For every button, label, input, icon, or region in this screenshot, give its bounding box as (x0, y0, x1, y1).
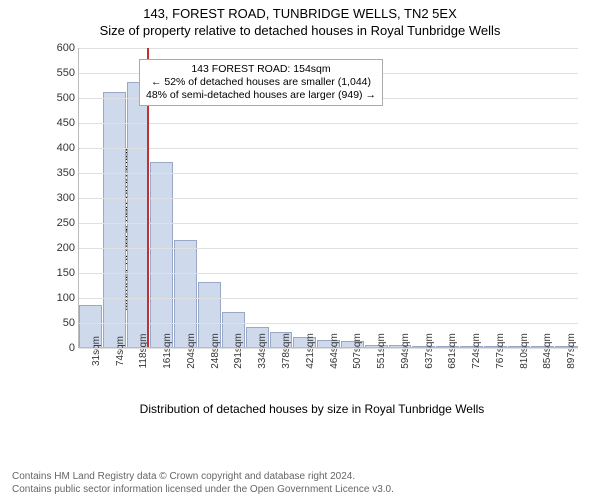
x-tick-label: 854sqm (542, 333, 553, 369)
x-tick-label: 334sqm (257, 333, 268, 369)
annotation-line: 48% of semi-detached houses are larger (… (146, 89, 376, 102)
y-tick-label: 50 (63, 317, 79, 329)
annotation-box: 143 FOREST ROAD: 154sqm← 52% of detached… (139, 59, 383, 106)
gridline (79, 148, 578, 149)
x-tick-label: 248sqm (210, 333, 221, 369)
gridline (79, 198, 578, 199)
x-tick-label: 161sqm (162, 333, 173, 369)
y-tick-label: 250 (57, 217, 79, 229)
x-tick-label: 31sqm (91, 336, 102, 366)
x-tick-label: 681sqm (447, 333, 458, 369)
y-tick-label: 400 (57, 142, 79, 154)
x-tick-label: 507sqm (352, 333, 363, 369)
bar (103, 92, 126, 347)
x-axis-label: Distribution of detached houses by size … (42, 402, 582, 416)
x-tick-label: 724sqm (471, 333, 482, 369)
x-tick: 507sqm (340, 347, 364, 397)
x-tick: 897sqm (554, 347, 578, 397)
gridline (79, 123, 578, 124)
x-tick: 421sqm (293, 347, 317, 397)
gridline (79, 323, 578, 324)
x-tick: 31sqm (79, 347, 103, 397)
y-tick-label: 550 (57, 67, 79, 79)
x-tick: 204sqm (174, 347, 198, 397)
x-tick: 334sqm (245, 347, 269, 397)
footer-attr: Contains HM Land Registry data © Crown c… (12, 471, 394, 496)
bar (174, 240, 197, 348)
plot-area: 31sqm74sqm118sqm161sqm204sqm248sqm291sqm… (78, 48, 578, 348)
chart-subtitle: Size of property relative to detached ho… (0, 21, 600, 38)
x-labels-group: 31sqm74sqm118sqm161sqm204sqm248sqm291sqm… (79, 347, 578, 397)
x-tick-label: 594sqm (400, 333, 411, 369)
gridline (79, 273, 578, 274)
gridline (79, 248, 578, 249)
gridline (79, 173, 578, 174)
x-tick: 767sqm (483, 347, 507, 397)
y-tick-label: 150 (57, 267, 79, 279)
x-tick-label: 810sqm (519, 333, 530, 369)
y-tick-label: 500 (57, 92, 79, 104)
x-tick-label: 897sqm (566, 333, 577, 369)
y-tick-label: 350 (57, 167, 79, 179)
x-tick-label: 637sqm (424, 333, 435, 369)
annotation-line: ← 52% of detached houses are smaller (1,… (146, 76, 376, 89)
x-tick: 551sqm (364, 347, 388, 397)
x-tick: 681sqm (435, 347, 459, 397)
x-tick: 724sqm (459, 347, 483, 397)
x-tick-label: 378sqm (281, 333, 292, 369)
x-tick-label: 291sqm (233, 333, 244, 369)
footer-line2: Contains public sector information licen… (12, 484, 394, 497)
y-tick-label: 0 (69, 342, 79, 354)
chart-container: 143, FOREST ROAD, TUNBRIDGE WELLS, TN2 5… (0, 0, 600, 500)
x-tick-label: 421sqm (305, 333, 316, 369)
x-tick: 161sqm (150, 347, 174, 397)
gridline (79, 298, 578, 299)
x-tick-label: 767sqm (495, 333, 506, 369)
x-tick-label: 204sqm (186, 333, 197, 369)
gridline (79, 348, 578, 349)
x-tick: 854sqm (531, 347, 555, 397)
x-tick: 810sqm (507, 347, 531, 397)
x-tick-label: 551sqm (376, 333, 387, 369)
x-tick: 248sqm (198, 347, 222, 397)
chart-title: 143, FOREST ROAD, TUNBRIDGE WELLS, TN2 5… (0, 0, 600, 21)
chart-area: Number of detached properties 31sqm74sqm… (42, 48, 582, 408)
y-tick-label: 600 (57, 42, 79, 54)
x-tick: 74sqm (103, 347, 127, 397)
y-tick-label: 200 (57, 242, 79, 254)
x-tick-label: 464sqm (329, 333, 340, 369)
x-tick: 464sqm (317, 347, 341, 397)
x-tick: 291sqm (222, 347, 246, 397)
x-tick-label: 74sqm (115, 336, 126, 366)
y-tick-label: 450 (57, 117, 79, 129)
y-tick-label: 100 (57, 292, 79, 304)
footer-line1: Contains HM Land Registry data © Crown c… (12, 471, 394, 484)
bar (150, 162, 173, 347)
x-tick: 594sqm (388, 347, 412, 397)
x-tick: 378sqm (269, 347, 293, 397)
gridline (79, 223, 578, 224)
gridline (79, 48, 578, 49)
annotation-line: 143 FOREST ROAD: 154sqm (146, 63, 376, 76)
y-tick-label: 300 (57, 192, 79, 204)
x-tick: 637sqm (412, 347, 436, 397)
x-tick: 118sqm (127, 347, 151, 397)
